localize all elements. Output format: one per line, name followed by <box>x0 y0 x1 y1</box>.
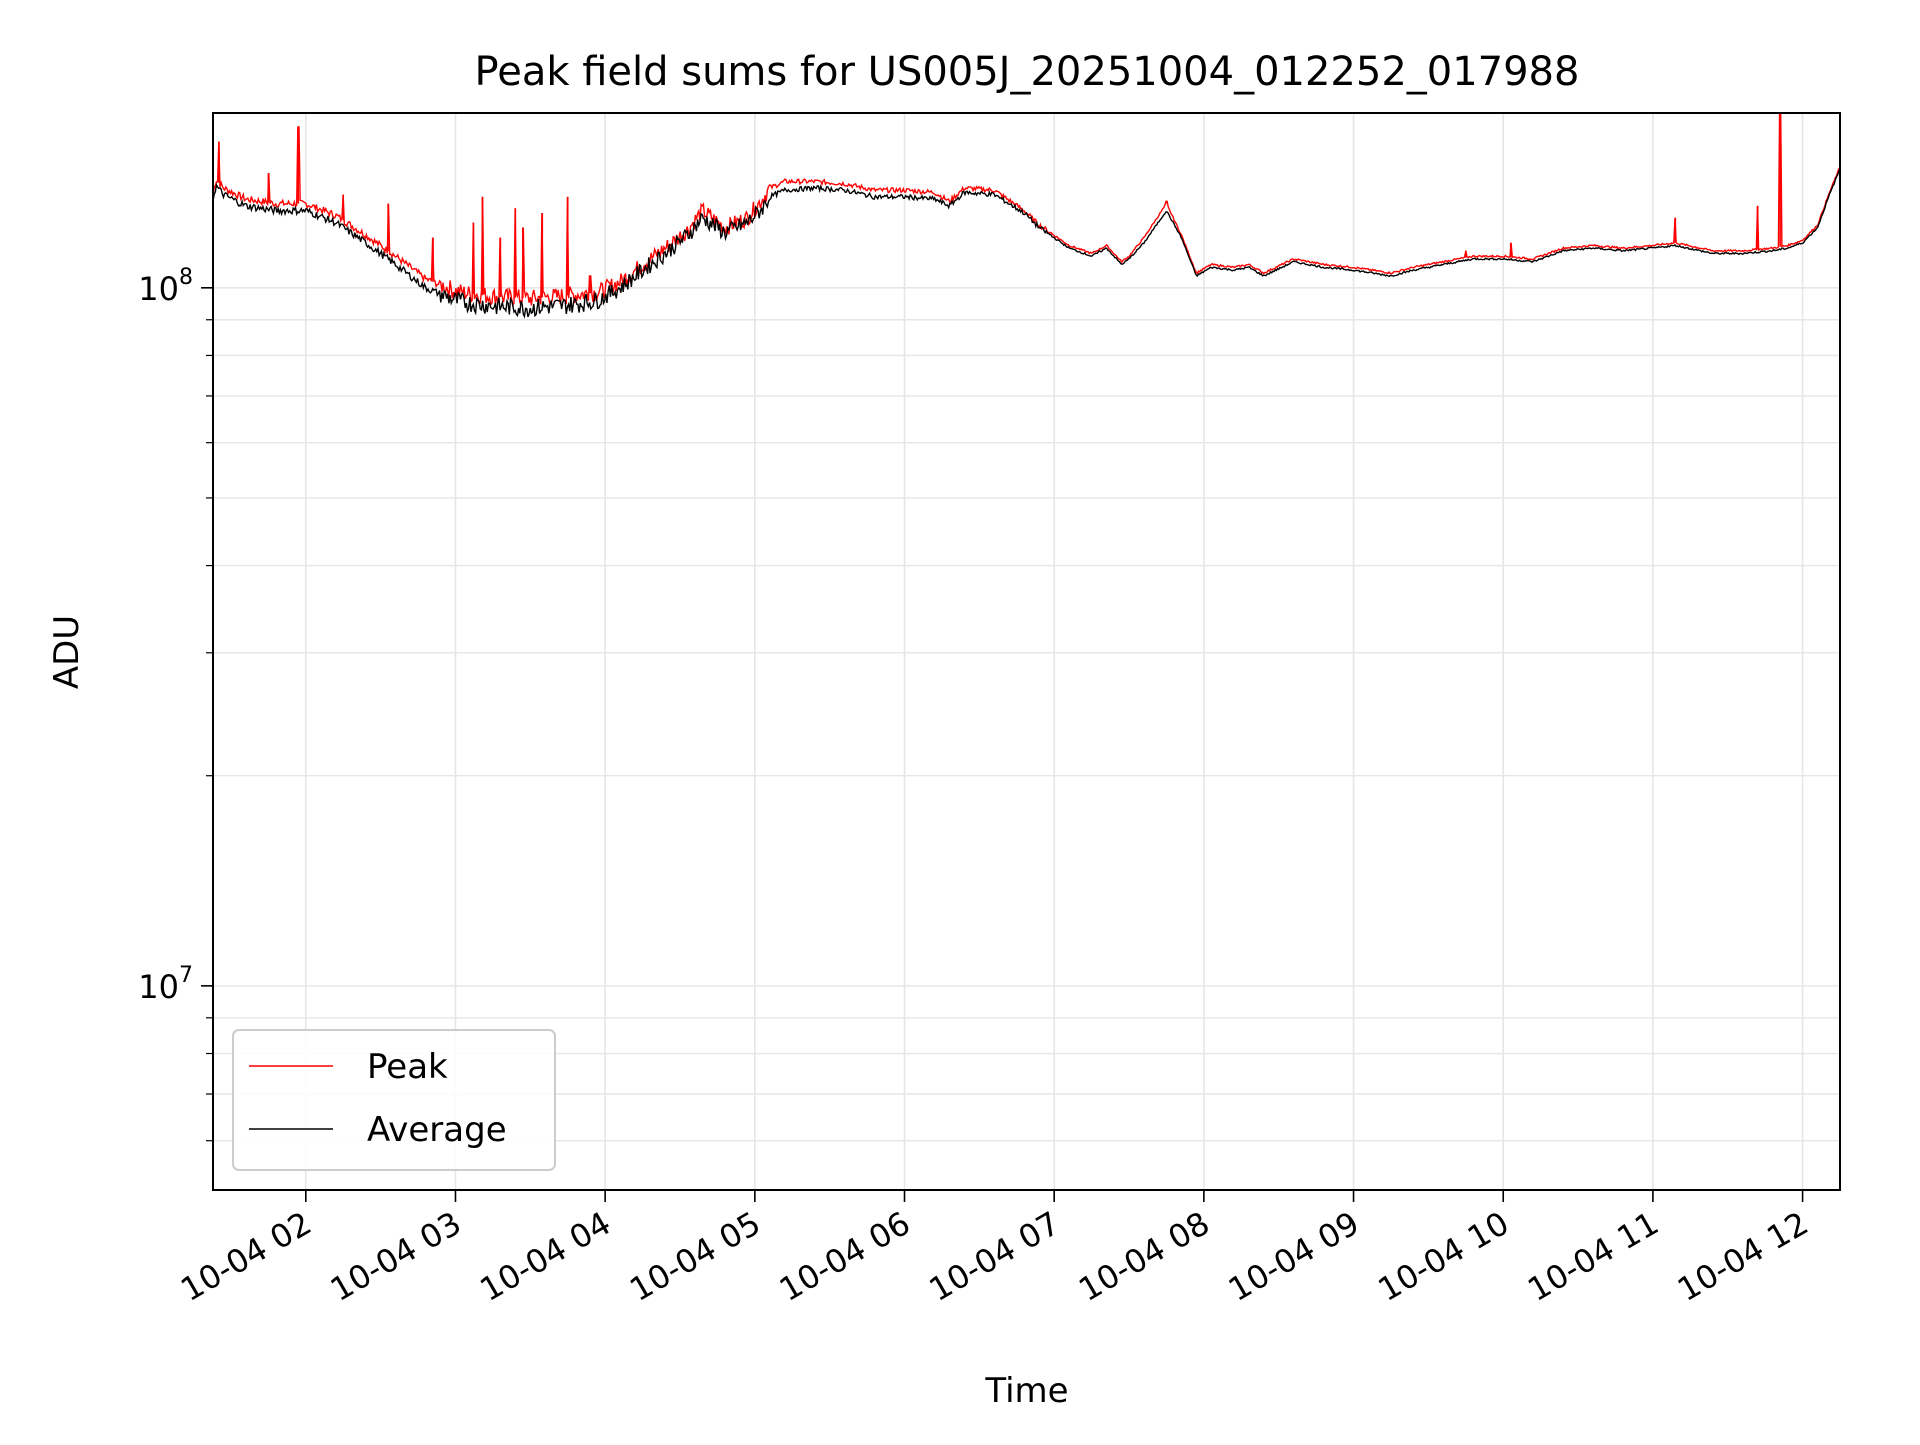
y-tick-label: 108 <box>138 265 193 308</box>
legend-label-average: Average <box>367 1110 507 1150</box>
legend-label-peak: Peak <box>367 1047 448 1087</box>
legend-box <box>232 1029 556 1171</box>
plot-frame <box>212 112 1841 1191</box>
series-layer <box>213 113 1840 319</box>
x-axis-label: Time <box>984 1371 1068 1411</box>
y-axis-label: ADU <box>47 615 87 689</box>
series-line-average <box>213 168 1840 319</box>
legend: Peak Average <box>232 1029 556 1171</box>
y-tick-label: 107 <box>138 963 193 1006</box>
chart-title: Peak field sums for US005J_20251004_0122… <box>475 49 1580 95</box>
